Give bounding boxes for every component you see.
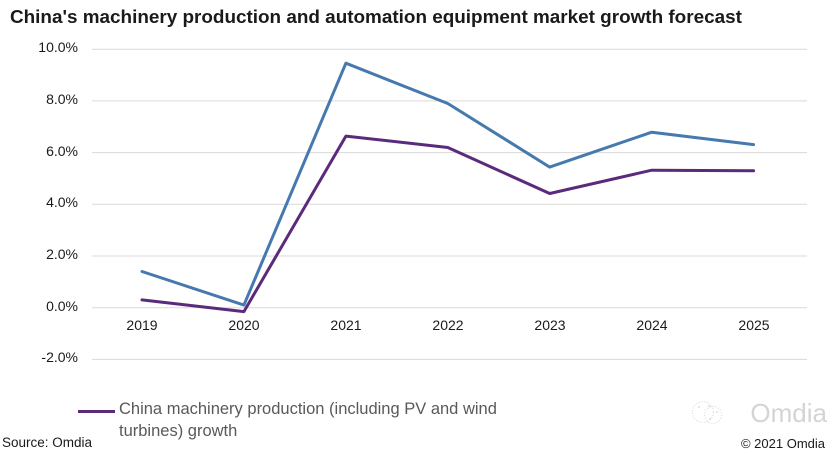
svg-text:Omdia: Omdia: [750, 398, 827, 428]
